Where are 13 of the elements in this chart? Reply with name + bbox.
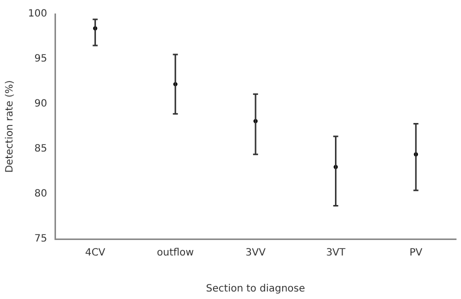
x-tick-label: outflow: [156, 248, 194, 259]
x-tick-label: PV: [409, 248, 422, 259]
x-tick-label: 3VV: [246, 248, 266, 259]
y-tick-label: 75: [34, 234, 48, 245]
y-tick-label: 85: [34, 144, 48, 155]
y-tick-label: 80: [34, 188, 48, 200]
y-tick-label: 95: [34, 54, 48, 65]
y-axis-title: Detection rate (%): [4, 80, 16, 173]
x-tick-label: 3VT: [326, 248, 346, 259]
y-tick-label: 90: [34, 98, 48, 110]
x-tick-label: 4CV: [85, 248, 106, 259]
x-axis-title: Section to diagnose: [206, 284, 306, 295]
y-tick-label: 100: [28, 8, 48, 20]
